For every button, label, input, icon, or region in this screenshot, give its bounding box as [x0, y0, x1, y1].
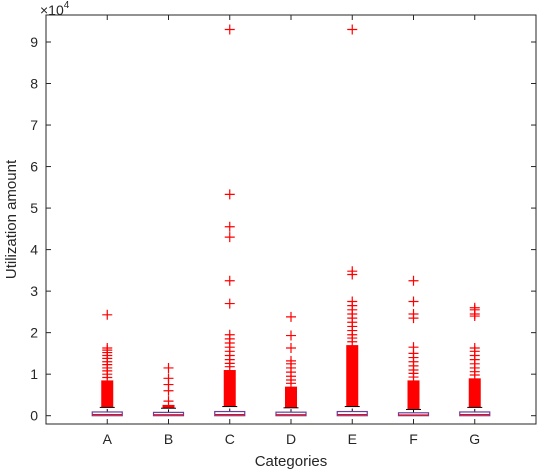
outlier-point	[408, 308, 419, 319]
y-tick-label: 8	[30, 76, 38, 92]
outlier-point	[163, 373, 174, 384]
box	[275, 411, 307, 417]
y-axis-label: Utilization amount	[3, 159, 20, 279]
x-axis-label: Categories	[255, 453, 328, 470]
outlier-point	[163, 362, 174, 373]
outlier-cluster	[162, 404, 175, 409]
outlier-point	[224, 275, 235, 286]
outlier-point	[408, 296, 419, 307]
box	[459, 411, 491, 417]
outlier-point	[224, 189, 235, 200]
outlier-point	[347, 296, 358, 307]
outlier-point	[286, 343, 296, 354]
outlier-point	[347, 266, 358, 277]
y-tick-label: 5	[30, 200, 38, 216]
outlier-point	[286, 311, 296, 322]
outlier-point	[347, 24, 358, 35]
y-axis-exponent-label: ×104	[40, 0, 70, 18]
outlier-point	[224, 298, 235, 309]
outlier-point	[102, 343, 113, 354]
box-E	[336, 24, 368, 417]
y-tick-label: 1	[30, 366, 38, 382]
outlier-point	[224, 221, 235, 232]
box	[91, 411, 123, 417]
y-tick-label: 0	[30, 408, 38, 424]
outlier-point	[224, 329, 235, 340]
outlier-point	[408, 342, 419, 353]
x-tick-label: B	[164, 431, 173, 447]
outlier-point	[102, 309, 113, 320]
box	[152, 411, 185, 417]
outlier-point	[224, 24, 235, 35]
axes: 0 1 2 3 4 5 6 7 8 9 A B C D E F G	[30, 15, 536, 447]
outlier-point	[163, 396, 174, 407]
x-tick-label: E	[348, 431, 357, 447]
y-tick-label: 2	[30, 325, 38, 341]
y-tick-label: 9	[30, 34, 38, 50]
outlier-point	[286, 330, 296, 341]
exponent-base: ×10	[40, 2, 64, 18]
outlier-point	[469, 302, 480, 313]
x-tick-label: C	[225, 431, 235, 447]
y-tick-label: 4	[30, 242, 38, 258]
x-tick-label: G	[469, 431, 480, 447]
outlier-cluster	[407, 380, 420, 410]
x-tick-label: D	[286, 431, 296, 447]
box-C	[214, 24, 246, 417]
box-F	[397, 275, 430, 417]
outlier-cluster	[346, 345, 359, 407]
box-A	[91, 309, 123, 417]
outlier-cluster	[223, 370, 236, 407]
y-tick-label: 6	[30, 159, 38, 175]
outlier-cluster	[285, 386, 297, 408]
y-tick-label: 7	[30, 117, 38, 133]
box	[214, 410, 246, 417]
box-B	[152, 362, 185, 417]
outlier-point	[224, 232, 235, 243]
outlier-point	[408, 275, 419, 286]
outlier-point	[469, 343, 480, 354]
y-tick-label: 3	[30, 283, 38, 299]
box	[397, 412, 430, 417]
box-G	[459, 302, 491, 417]
box	[336, 410, 368, 417]
x-tick-label: A	[103, 431, 113, 447]
x-tick-label: F	[409, 431, 418, 447]
outlier-cluster	[101, 380, 114, 408]
exponent-power: 4	[64, 0, 70, 11]
outlier-cluster	[468, 378, 481, 408]
plot-area	[91, 24, 491, 417]
box-D	[275, 311, 307, 417]
outlier-point	[286, 355, 296, 366]
